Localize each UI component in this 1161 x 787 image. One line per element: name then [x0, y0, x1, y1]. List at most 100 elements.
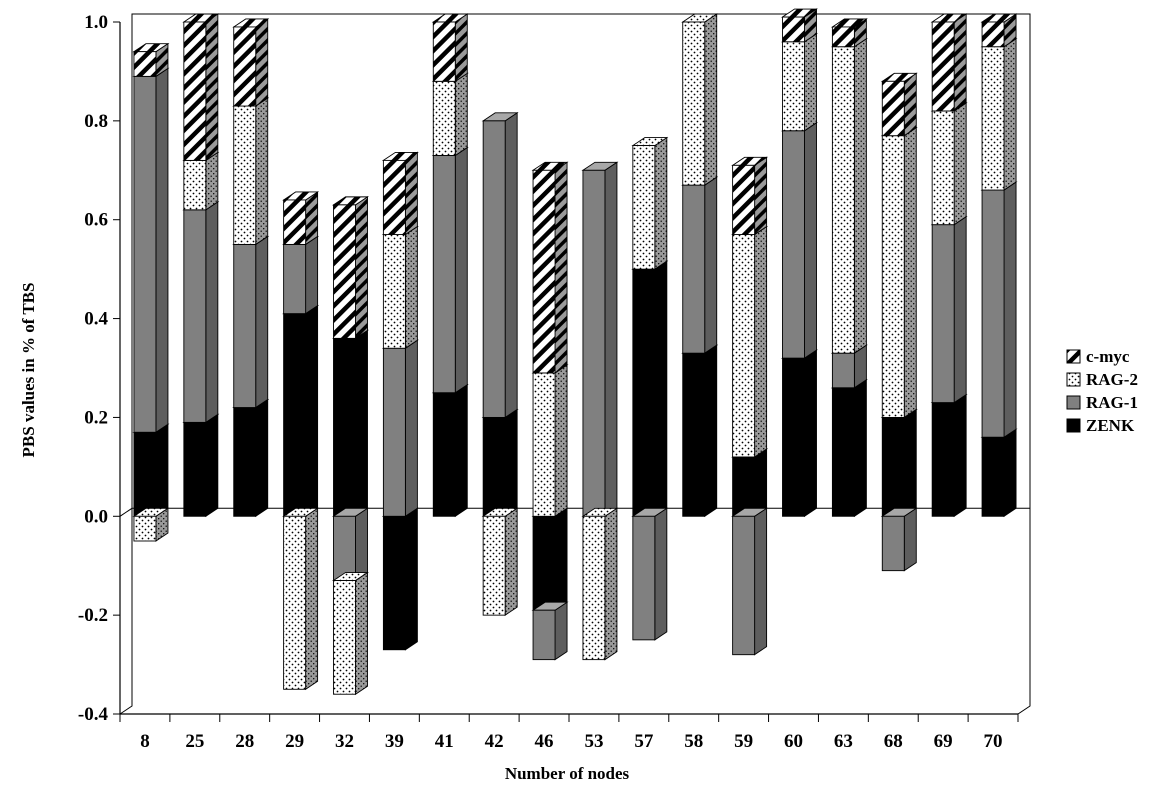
- bar-29-rag-2: [282, 507, 320, 691]
- bar-25-c-myc-front: [183, 21, 207, 161]
- bar-46-rag-1: [531, 601, 569, 661]
- bar-46-rag-2-front: [532, 372, 556, 517]
- bar-59-c-myc: [731, 156, 769, 236]
- bar-28-c-myc: [232, 18, 270, 107]
- bar-59-zenk-side: [754, 448, 768, 518]
- bar-60-rag-1-front: [782, 130, 805, 359]
- bar-39-zenk-side: [404, 507, 418, 651]
- bar-70-rag-1: [980, 181, 1018, 439]
- bar-68-rag-2-front: [881, 135, 905, 418]
- bar-25-rag-2-front: [183, 159, 207, 211]
- x-tick-label: 69: [934, 731, 953, 752]
- bar-29-c-myc-side: [305, 191, 319, 246]
- bar-32-rag-1: [332, 507, 369, 582]
- bar-60-rag-2-side: [804, 32, 817, 132]
- bar-41-c-myc-front: [432, 21, 456, 82]
- bar-46-zenk: [531, 507, 569, 612]
- x-tick-label: 41: [435, 731, 454, 752]
- y-tick-label: -0.4: [78, 704, 109, 725]
- bar-46-zenk-side: [554, 507, 568, 612]
- bar-39-zenk-front: [382, 515, 406, 651]
- bar-63-rag-1-front: [831, 352, 855, 389]
- x-tick-label: 57: [634, 731, 654, 752]
- bar-8-rag-2-front: [133, 515, 157, 542]
- bar-53-rag-1-side: [604, 161, 618, 518]
- bar-28-zenk-front: [233, 407, 257, 517]
- bar-63-rag-2: [830, 37, 868, 355]
- y-tick-label: 0.2: [84, 407, 108, 428]
- bar-32-rag-1-front: [333, 515, 356, 581]
- bar-59-zenk: [731, 448, 769, 518]
- bar-63-c-myc: [830, 18, 868, 48]
- x-tick-label: 59: [734, 731, 753, 752]
- bar-58-zenk: [681, 344, 719, 518]
- bar-70-c-myc: [980, 13, 1018, 48]
- x-tick-label: 68: [884, 731, 903, 752]
- bar-57-rag-2: [631, 136, 669, 270]
- bar-53-rag-1-front: [582, 169, 606, 517]
- bar-42-rag-2-front: [482, 515, 506, 616]
- bar-8-rag-1: [132, 67, 170, 434]
- bar-32-c-myc-front: [333, 204, 356, 339]
- bar-59-c-myc-side: [754, 156, 768, 236]
- bar-59-rag-2-front: [732, 234, 756, 458]
- bar-25-rag-2-side: [205, 151, 219, 211]
- y-tick-label: 0.0: [84, 506, 108, 527]
- bar-41-zenk-side: [454, 383, 468, 518]
- bar-42-rag-1-side: [504, 112, 518, 419]
- bar-29-c-myc-front: [283, 199, 307, 245]
- bar-41-rag-2-front: [432, 80, 456, 156]
- bar-39-c-myc-side: [404, 151, 418, 236]
- bar-25-zenk-front: [183, 421, 207, 517]
- bar-68-rag-1-front: [881, 515, 905, 572]
- bar-59-rag-1-front: [732, 515, 756, 656]
- bar-39-rag-1: [381, 339, 419, 518]
- bar-58-rag-1-side: [704, 176, 718, 355]
- bar-68-rag-2-side: [903, 126, 917, 419]
- bar-29-rag-1-front: [283, 243, 307, 315]
- bar-68-zenk-side: [903, 408, 917, 518]
- bar-58-rag-1-front: [682, 184, 706, 354]
- bar-46-rag-2: [531, 364, 569, 518]
- bar-69-c-myc: [930, 13, 968, 112]
- legend-item-c-myc: c-myc: [1066, 347, 1130, 366]
- bar-69-rag-2: [930, 102, 968, 226]
- legend-item-rag-1: RAG-1: [1066, 393, 1138, 412]
- bar-46-c-myc: [531, 161, 569, 374]
- bar-69-rag-1-front: [931, 224, 955, 404]
- x-tick-label: 53: [584, 731, 603, 752]
- bar-32-rag-1-side: [355, 507, 368, 582]
- bar-69-zenk-front: [931, 402, 955, 517]
- bar-28-c-myc-side: [255, 18, 269, 107]
- legend-item-zenk: ZENK: [1066, 416, 1135, 435]
- bar-32-c-myc-side: [355, 196, 368, 340]
- bar-39-rag-2: [381, 225, 419, 350]
- bar-63-c-myc-front: [831, 26, 855, 48]
- bar-57-zenk-front: [632, 268, 656, 517]
- bar-41-zenk: [431, 383, 469, 518]
- bar-39-rag-2-front: [382, 234, 406, 349]
- bar-69-c-myc-front: [931, 21, 955, 112]
- bar-69-rag-2-side: [953, 102, 967, 226]
- bar-28-zenk: [232, 398, 270, 518]
- bar-69-zenk: [930, 393, 968, 518]
- y-axis: -0.4 -0.2 0.0 0.2 0.4 0.6 0.8 1.0: [78, 12, 120, 725]
- bar-53-rag-2: [581, 507, 619, 661]
- bar-53-rag-2-side: [604, 507, 618, 661]
- bar-58-rag-2: [681, 13, 719, 186]
- bar-29-rag-2-front: [283, 515, 307, 690]
- bar-41-rag-1: [431, 146, 469, 394]
- bar-60-rag-2: [781, 32, 818, 132]
- bar-46-c-myc-side: [554, 161, 568, 374]
- bar-53-rag-2-front: [582, 515, 606, 661]
- bar-8-zenk: [132, 423, 170, 518]
- bar-57-rag-2-side: [654, 136, 668, 270]
- legend: c-myc RAG-2 RAG-1 ZENK: [1066, 347, 1138, 435]
- bar-42-rag-1: [481, 112, 519, 419]
- bar-32-rag-2-side: [355, 571, 368, 696]
- bar-60-c-myc: [781, 8, 818, 43]
- bar-25-zenk-side: [205, 413, 219, 518]
- bar-57-zenk: [631, 260, 669, 518]
- bar-60-rag-1: [781, 121, 818, 359]
